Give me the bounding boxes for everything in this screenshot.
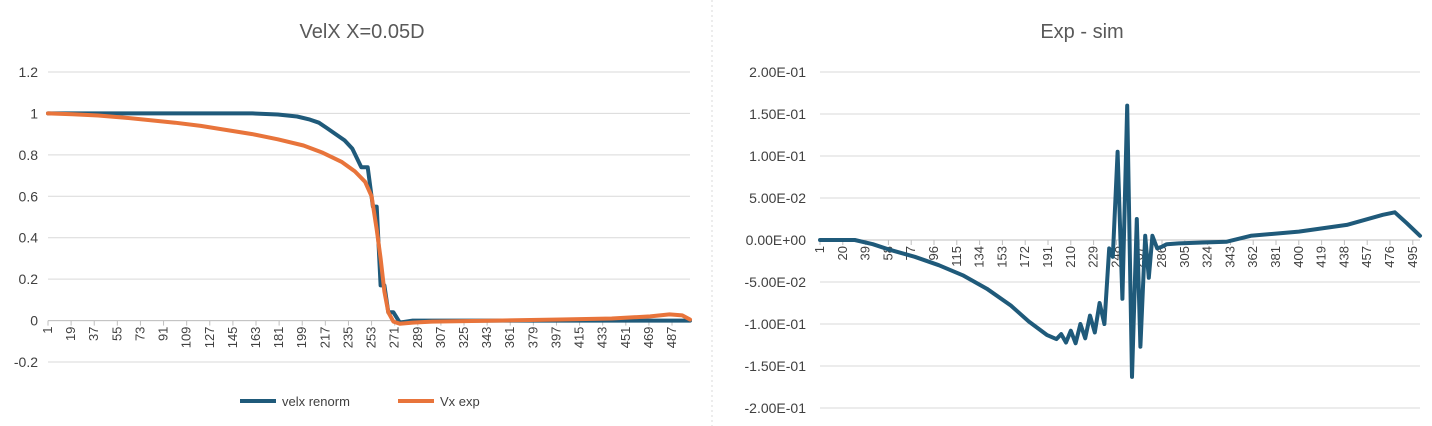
x-tick-labels: 1 19 37 55 73 91 109 127 145 163 181 199 217 235 253 27… bbox=[40, 327, 679, 349]
y-tick-label: 2.00E-01 bbox=[749, 64, 806, 80]
x-tick-label: 379 bbox=[525, 327, 540, 349]
y-tick-labels: -0.2 0 0.2 0.4 0.6 0.8 1 1.2 bbox=[14, 64, 38, 370]
series-line-vx-exp bbox=[46, 111, 692, 326]
x-tick-label: 433 bbox=[595, 327, 610, 349]
x-tick-label: 153 bbox=[994, 246, 1009, 268]
series-lines bbox=[818, 103, 1422, 379]
chart-title: Exp - sim bbox=[1040, 21, 1123, 43]
x-tick-label: 91 bbox=[156, 327, 171, 341]
x-tick-label: 361 bbox=[502, 327, 517, 349]
x-tick-label: 217 bbox=[317, 327, 332, 349]
x-tick-label: 19 bbox=[63, 327, 78, 341]
x-tick-label: 172 bbox=[1017, 246, 1032, 268]
x-tick-labels: 1 20 39 58 77 96 115 134 153 172 191 210 229 248 267 28… bbox=[812, 246, 1420, 268]
x-tick-label: 145 bbox=[225, 327, 240, 349]
y-tick-label: -1.00E-01 bbox=[745, 316, 807, 332]
series-line-velx-renorm bbox=[46, 111, 692, 325]
gridlines bbox=[47, 71, 690, 363]
y-tick-label: -1.50E-01 bbox=[745, 358, 807, 374]
x-tick-label: 362 bbox=[1245, 246, 1260, 268]
x-tick-label: 495 bbox=[1405, 246, 1420, 268]
y-tick-label: 1 bbox=[30, 105, 38, 121]
y-tick-label: 0.2 bbox=[19, 271, 39, 287]
legend-label-velx-renorm: velx renorm bbox=[282, 394, 350, 409]
x-tick-label: 191 bbox=[1040, 246, 1055, 268]
x-tick-label: 324 bbox=[1200, 246, 1215, 268]
x-tick-label: 469 bbox=[641, 327, 656, 349]
x-tick-label: 1 bbox=[812, 246, 827, 253]
x-tick-label: 487 bbox=[664, 327, 679, 349]
x-tick-label: 163 bbox=[248, 327, 263, 349]
x-tick-label: 289 bbox=[410, 327, 425, 349]
y-tick-label: -5.00E-02 bbox=[745, 274, 807, 290]
x-tick-label: 199 bbox=[294, 327, 309, 349]
x-tick-label: 109 bbox=[179, 327, 194, 349]
y-tick-label: 0.6 bbox=[19, 188, 39, 204]
legend: velx renorm Vx exp bbox=[240, 394, 480, 409]
x-tick-label: 55 bbox=[109, 327, 124, 341]
x-tick-label: 397 bbox=[548, 327, 563, 349]
x-tick-label: 307 bbox=[433, 327, 448, 349]
y-tick-label: -0.2 bbox=[14, 354, 38, 370]
x-tick-label: 400 bbox=[1291, 246, 1306, 268]
y-tick-label: 1.2 bbox=[19, 64, 39, 80]
x-tick-label: 457 bbox=[1359, 246, 1374, 268]
x-tick-label: 343 bbox=[1222, 246, 1237, 268]
y-tick-labels: -2.00E-01 -1.50E-01 -1.00E-01 -5.00E-02 0.00… bbox=[745, 64, 807, 416]
x-tick-label: 39 bbox=[858, 246, 873, 260]
y-tick-label: 0 bbox=[30, 313, 38, 329]
y-tick-label: 0.00E+00 bbox=[746, 232, 807, 248]
chart-exp-sim: Exp - sim -2.00E-01 -1.50E-01 -1.00E-01 -5.… bbox=[745, 21, 1422, 416]
x-tick-label: 96 bbox=[926, 246, 941, 260]
x-tick-label: 286 bbox=[1154, 246, 1169, 268]
x-tick-label: 253 bbox=[364, 327, 379, 349]
y-tick-label: 1.50E-01 bbox=[749, 106, 806, 122]
x-tick-label: 181 bbox=[271, 327, 286, 349]
x-tick-label: 381 bbox=[1268, 246, 1283, 268]
y-tick-label: 0.4 bbox=[19, 230, 39, 246]
y-tick-label: 0.8 bbox=[19, 147, 39, 163]
series-line-series bbox=[818, 103, 1422, 379]
x-tick-label: 20 bbox=[835, 246, 850, 260]
y-tick-label: 1.00E-01 bbox=[749, 148, 806, 164]
x-tick-label: 235 bbox=[340, 327, 355, 349]
legend-label-vx-exp: Vx exp bbox=[440, 394, 480, 409]
chart-velx: VelX X=0.05D -0.2 0 0.2 0.4 0.6 0.8 1 1.2 1 19 37… bbox=[14, 21, 692, 409]
x-tick-label: 73 bbox=[132, 327, 147, 341]
x-tick-label: 115 bbox=[949, 246, 964, 267]
chart-title: VelX X=0.05D bbox=[299, 21, 424, 43]
x-tick-label: 210 bbox=[1063, 246, 1078, 268]
x-tick-label: 134 bbox=[972, 246, 987, 268]
x-tick-label: 305 bbox=[1177, 246, 1192, 268]
x-tick-label: 271 bbox=[387, 327, 402, 349]
x-tick-label: 419 bbox=[1314, 246, 1329, 268]
x-tick-label: 229 bbox=[1086, 246, 1101, 268]
x-tick-label: 343 bbox=[479, 327, 494, 349]
x-tick-label: 438 bbox=[1336, 246, 1351, 268]
y-tick-label: 5.00E-02 bbox=[749, 190, 806, 206]
x-tick-label: 325 bbox=[456, 327, 471, 349]
x-tick-label: 415 bbox=[572, 327, 587, 349]
x-tick-label: 476 bbox=[1382, 246, 1397, 268]
series-lines bbox=[46, 111, 692, 326]
y-tick-label: -2.00E-01 bbox=[745, 400, 807, 416]
x-tick-label: 37 bbox=[86, 327, 101, 341]
x-tick-label: 127 bbox=[202, 327, 217, 349]
x-tick-label: 1 bbox=[40, 327, 55, 334]
x-tick-label: 451 bbox=[618, 327, 633, 349]
